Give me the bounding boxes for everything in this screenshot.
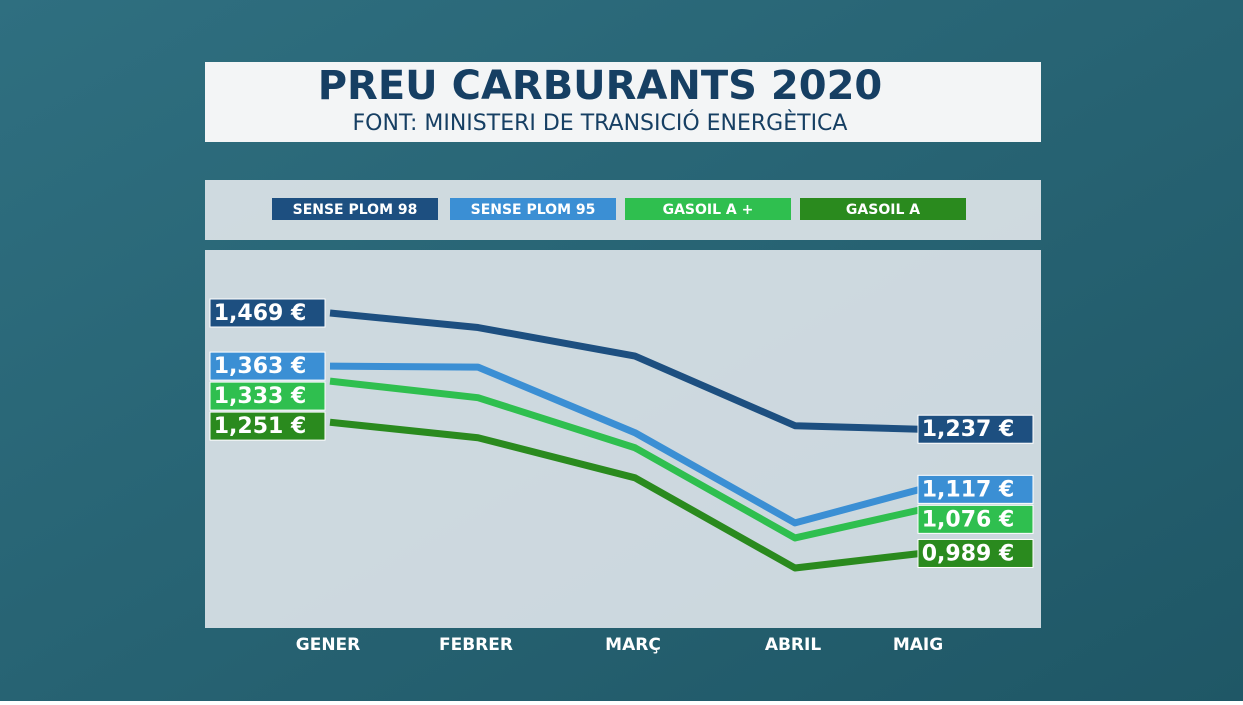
legend-swatch [272, 198, 438, 220]
x-tick-label: ABRIL [765, 635, 822, 655]
title-box [205, 62, 1041, 142]
value-label: 1,237 € [922, 417, 1015, 442]
value-label: 1,076 € [922, 507, 1015, 532]
series-line [329, 377, 921, 542]
series-line [329, 418, 921, 572]
value-label: 1,363 € [214, 354, 307, 379]
legend-swatch [800, 198, 966, 220]
legend-swatch [450, 198, 616, 220]
x-tick-label: MAIG [893, 635, 943, 655]
value-label-box [917, 504, 1034, 534]
value-label-box [917, 474, 1034, 504]
value-label-box [209, 351, 326, 381]
value-label: 1,333 € [214, 384, 307, 409]
series-line [329, 362, 921, 527]
series-line [329, 309, 921, 433]
legend-label: SENSE PLOM 98 [293, 202, 418, 218]
value-label: 1,117 € [922, 477, 1015, 502]
chart-title: PREU CARBURANTS 2020 [318, 63, 883, 109]
value-label-box [209, 381, 326, 411]
x-tick-label: FEBRER [439, 635, 513, 655]
x-tick-label: GENER [296, 635, 361, 655]
value-label: 1,251 € [214, 414, 307, 439]
value-label: 1,469 € [214, 301, 307, 326]
value-label-box [209, 411, 326, 441]
value-label: 0,989 € [922, 541, 1015, 566]
plot-area [205, 250, 1041, 628]
legend-label: SENSE PLOM 95 [471, 202, 596, 218]
x-tick-label: MARÇ [605, 635, 661, 655]
chart-subtitle: FONT: MINISTERI DE TRANSICIÓ ENERGÈTICA [353, 110, 848, 136]
legend-label: GASOIL A [846, 202, 920, 218]
legend-swatch [625, 198, 791, 220]
value-label-box [209, 298, 326, 328]
legend-label: GASOIL A + [663, 202, 754, 218]
value-label-box [917, 538, 1034, 568]
value-label-box [917, 414, 1034, 444]
